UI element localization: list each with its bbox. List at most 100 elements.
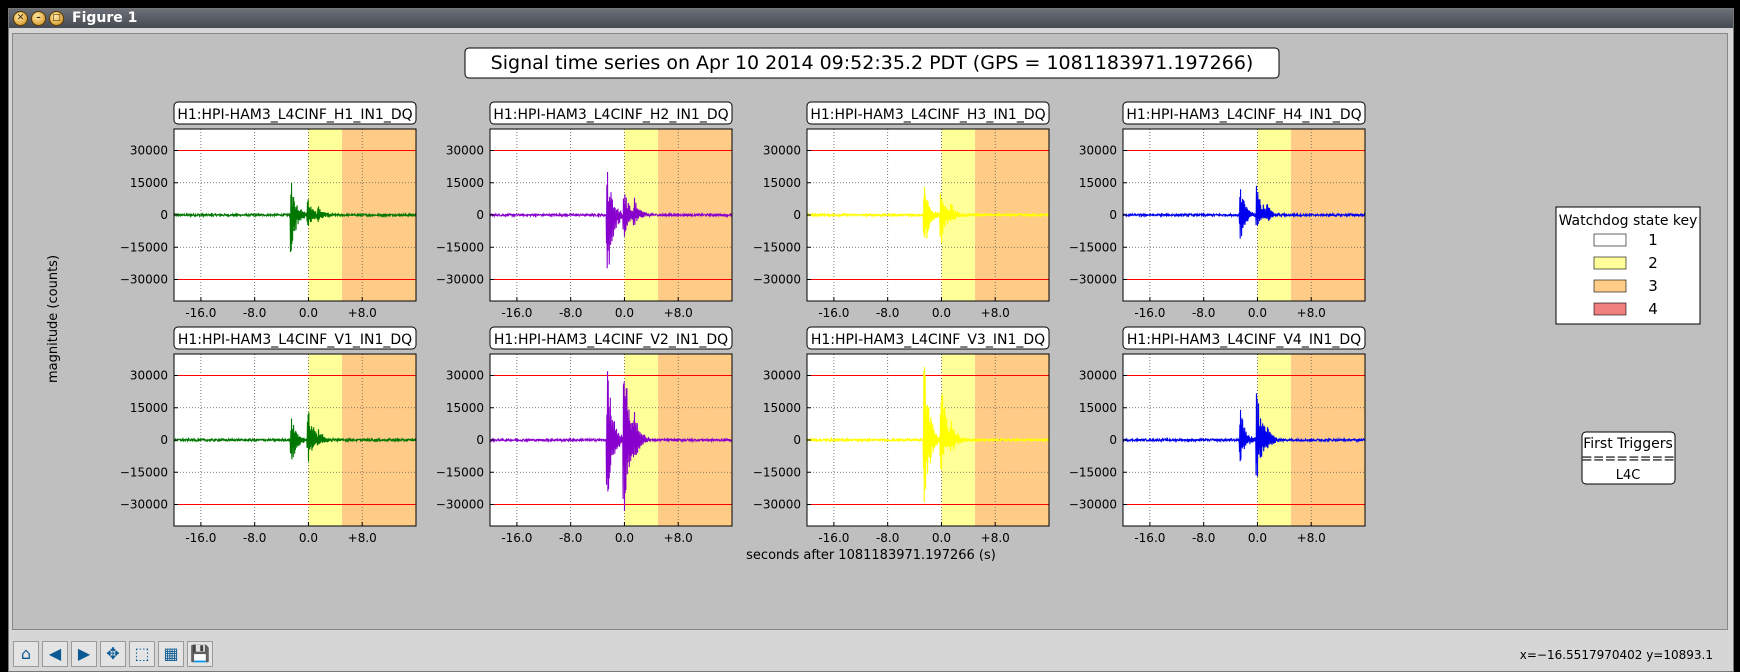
y-tick-label: 15000 — [130, 401, 168, 415]
zoom-icon[interactable]: ⬚ — [129, 641, 155, 667]
first-triggers-value: L4C — [1616, 468, 1641, 483]
x-tick-label: -8.0 — [876, 306, 899, 320]
subplot-7: -16.0 -8.0 0.0 +8.0 30000 15000 0 −15000 −30000 H… — [753, 326, 1050, 545]
x-axis-label: seconds after 1081183971.197266 (s) — [746, 548, 996, 563]
x-tick-label: +8.0 — [664, 531, 693, 545]
y-tick-label: −15000 — [1069, 465, 1117, 479]
y-tick-label: −30000 — [436, 273, 484, 287]
subplot-title-box — [806, 326, 1050, 350]
x-tick-label: -8.0 — [559, 306, 582, 320]
legend-swatch-2 — [1593, 256, 1627, 270]
first-triggers-title: First Triggers — [1583, 436, 1673, 452]
subplot-title: H1:HPI-HAM3_L4CINF_V1_IN1_DQ — [178, 332, 412, 348]
first-triggers-box: First Triggers ======== L4C — [1581, 431, 1676, 485]
y-tick-label: 15000 — [446, 401, 484, 415]
y-tick-label: 0 — [1109, 433, 1117, 447]
maximize-icon[interactable]: □ — [49, 11, 64, 26]
x-tick-label: +8.0 — [981, 306, 1010, 320]
legend-swatch-4 — [1593, 302, 1627, 316]
subplot-6: -16.0 -8.0 0.0 +8.0 30000 15000 0 −15000 −30000 H… — [436, 326, 733, 545]
legend-title: Watchdog state key — [1559, 213, 1698, 229]
title-bar: ✕ – □ Figure 1 — [9, 9, 1733, 28]
y-tick-label: 15000 — [130, 176, 168, 190]
save-icon[interactable]: 💾 — [187, 641, 213, 667]
y-tick-label: 15000 — [1079, 176, 1117, 190]
cursor-coordinates: x=−16.5517970402 y=10893.1 — [1519, 648, 1713, 662]
legend-swatch-1 — [1593, 233, 1627, 247]
x-tick-label: +8.0 — [1297, 531, 1326, 545]
back-icon[interactable]: ◀ — [42, 641, 68, 667]
y-axis-label: magnitude (counts) — [46, 255, 61, 383]
subplot-3: -16.0 -8.0 0.0 +8.0 30000 15000 0 −15000 −30000 H… — [753, 101, 1050, 320]
x-tick-label: -16.0 — [185, 306, 216, 320]
x-tick-label: -8.0 — [559, 531, 582, 545]
x-tick-label: +8.0 — [348, 306, 377, 320]
minimize-icon[interactable]: – — [31, 11, 46, 26]
x-tick-label: -16.0 — [185, 531, 216, 545]
x-tick-label: 0.0 — [1248, 531, 1267, 545]
figure-svg: Signal time series on Apr 10 2014 09:52:… — [13, 34, 1727, 629]
x-tick-label: 0.0 — [615, 531, 634, 545]
subplot-grid: -16.0 -8.0 0.0 +8.0 30000 15000 0 −15000 −30000 H… — [120, 101, 1366, 545]
legend-label-3: 3 — [1648, 277, 1658, 295]
signal-trace — [806, 366, 1050, 503]
y-tick-label: 30000 — [130, 144, 168, 158]
subplot-title: H1:HPI-HAM3_L4CINF_V3_IN1_DQ — [811, 332, 1045, 348]
x-tick-label: 0.0 — [932, 306, 951, 320]
subplot-title: H1:HPI-HAM3_L4CINF_H2_IN1_DQ — [493, 107, 728, 123]
signal-trace — [1122, 393, 1366, 477]
figure-canvas[interactable]: Signal time series on Apr 10 2014 09:52:… — [12, 33, 1728, 630]
x-tick-label: -8.0 — [1192, 531, 1215, 545]
y-tick-label: 15000 — [763, 176, 801, 190]
y-tick-label: −30000 — [120, 273, 168, 287]
y-tick-label: −15000 — [753, 465, 801, 479]
forward-icon[interactable]: ▶ — [71, 641, 97, 667]
y-tick-label: 30000 — [763, 369, 801, 383]
y-tick-label: 0 — [476, 208, 484, 222]
y-tick-label: −30000 — [120, 498, 168, 512]
subplot-title-box — [173, 101, 417, 125]
subplot-2: -16.0 -8.0 0.0 +8.0 30000 15000 0 −15000 −30000 H… — [436, 101, 733, 320]
window-title: Figure 1 — [72, 10, 138, 26]
x-tick-label: -16.0 — [501, 306, 532, 320]
legend-label-2: 2 — [1648, 254, 1658, 272]
signal-trace — [173, 182, 417, 253]
y-tick-label: 30000 — [446, 144, 484, 158]
subplot-title: H1:HPI-HAM3_L4CINF_H4_IN1_DQ — [1126, 107, 1361, 123]
x-tick-label: -8.0 — [243, 531, 266, 545]
x-tick-label: -8.0 — [876, 531, 899, 545]
y-tick-label: 0 — [476, 433, 484, 447]
y-tick-label: −30000 — [1069, 498, 1117, 512]
pan-icon[interactable]: ✥ — [100, 641, 126, 667]
y-tick-label: 0 — [1109, 208, 1117, 222]
y-tick-label: 15000 — [763, 401, 801, 415]
close-icon[interactable]: ✕ — [13, 11, 28, 26]
y-tick-label: −15000 — [120, 465, 168, 479]
x-tick-label: 0.0 — [615, 306, 634, 320]
subplot-8: -16.0 -8.0 0.0 +8.0 30000 15000 0 −15000 −30000 H… — [1069, 326, 1366, 545]
x-tick-label: 0.0 — [299, 306, 318, 320]
y-tick-label: −30000 — [753, 498, 801, 512]
y-tick-label: 30000 — [763, 144, 801, 158]
y-tick-label: 0 — [160, 433, 168, 447]
x-tick-label: -16.0 — [818, 306, 849, 320]
y-tick-label: 0 — [793, 433, 801, 447]
x-tick-label: 0.0 — [932, 531, 951, 545]
subplot-title: H1:HPI-HAM3_L4CINF_V4_IN1_DQ — [1127, 332, 1361, 348]
subplots-icon[interactable]: ▦ — [158, 641, 184, 667]
x-tick-label: 0.0 — [1248, 306, 1267, 320]
subplot-1: -16.0 -8.0 0.0 +8.0 30000 15000 0 −15000 −30000 H… — [120, 101, 417, 320]
home-icon[interactable]: ⌂ — [13, 641, 39, 667]
y-tick-label: −15000 — [753, 240, 801, 254]
signal-trace — [806, 187, 1050, 243]
subplot-title-box — [1122, 326, 1366, 350]
subplot-title-box — [806, 101, 1050, 125]
x-tick-label: -16.0 — [501, 531, 532, 545]
subplot-5: -16.0 -8.0 0.0 +8.0 30000 15000 0 −15000 −30000 H… — [120, 326, 417, 545]
subplot-title: H1:HPI-HAM3_L4CINF_H3_IN1_DQ — [810, 107, 1045, 123]
signal-trace — [173, 412, 417, 462]
subplot-title-box — [1122, 101, 1366, 125]
y-tick-label: −15000 — [436, 465, 484, 479]
signal-trace — [489, 171, 733, 269]
subplot-title: H1:HPI-HAM3_L4CINF_H1_IN1_DQ — [177, 107, 412, 123]
